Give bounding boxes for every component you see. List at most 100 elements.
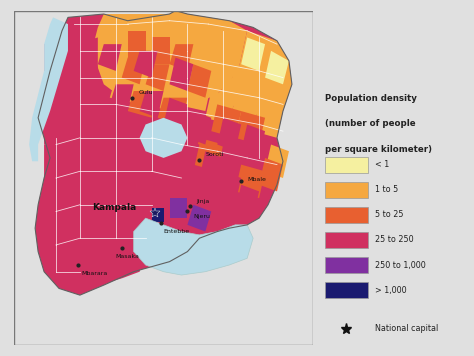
- Polygon shape: [175, 84, 211, 111]
- Text: > 1,000: > 1,000: [375, 286, 407, 295]
- Polygon shape: [92, 185, 122, 218]
- Polygon shape: [187, 205, 211, 231]
- Polygon shape: [116, 211, 146, 252]
- Polygon shape: [164, 98, 187, 131]
- Polygon shape: [175, 54, 205, 84]
- Polygon shape: [140, 178, 170, 211]
- Polygon shape: [29, 17, 68, 161]
- Polygon shape: [217, 171, 241, 205]
- Polygon shape: [235, 111, 265, 145]
- Text: Masaka: Masaka: [116, 254, 140, 259]
- Text: < 1: < 1: [375, 160, 390, 169]
- Bar: [325, 182, 368, 198]
- Bar: [325, 207, 368, 223]
- Polygon shape: [98, 245, 128, 285]
- Polygon shape: [44, 37, 80, 78]
- Bar: [325, 257, 368, 273]
- Polygon shape: [122, 252, 146, 278]
- Text: Mbale: Mbale: [247, 177, 266, 182]
- Text: Population density: Population density: [325, 94, 417, 103]
- Text: 5 to 25: 5 to 25: [375, 210, 404, 219]
- Polygon shape: [44, 71, 74, 111]
- Polygon shape: [50, 238, 80, 278]
- Polygon shape: [152, 208, 164, 221]
- Polygon shape: [146, 64, 170, 91]
- Polygon shape: [170, 185, 193, 218]
- Text: Entebbe: Entebbe: [164, 229, 190, 234]
- Polygon shape: [193, 138, 223, 171]
- Polygon shape: [175, 24, 205, 54]
- Polygon shape: [116, 178, 146, 211]
- Polygon shape: [110, 24, 140, 51]
- Polygon shape: [170, 198, 187, 218]
- Polygon shape: [170, 44, 193, 71]
- Polygon shape: [200, 27, 229, 58]
- Polygon shape: [74, 245, 104, 285]
- Polygon shape: [229, 98, 259, 131]
- Polygon shape: [170, 58, 193, 91]
- Text: 25 to 250: 25 to 250: [375, 235, 414, 245]
- Polygon shape: [229, 64, 259, 98]
- Polygon shape: [104, 51, 140, 78]
- Polygon shape: [68, 205, 104, 245]
- Text: per square kilometer): per square kilometer): [325, 145, 432, 153]
- Polygon shape: [265, 145, 289, 178]
- Polygon shape: [211, 104, 241, 138]
- Polygon shape: [44, 238, 68, 278]
- Text: Njeru: Njeru: [193, 214, 210, 219]
- Polygon shape: [140, 218, 164, 252]
- Polygon shape: [44, 104, 74, 145]
- Text: National capital: National capital: [375, 324, 438, 333]
- Polygon shape: [44, 171, 74, 211]
- Text: Mbarara: Mbarara: [82, 271, 108, 276]
- Polygon shape: [98, 151, 128, 185]
- Polygon shape: [140, 91, 164, 118]
- Bar: [325, 282, 368, 298]
- Text: Jinja: Jinja: [196, 199, 210, 204]
- Text: Soroti: Soroti: [205, 152, 224, 157]
- Polygon shape: [187, 64, 211, 98]
- Polygon shape: [146, 24, 175, 51]
- Polygon shape: [175, 138, 200, 171]
- Polygon shape: [217, 31, 292, 118]
- Polygon shape: [44, 138, 74, 178]
- Polygon shape: [110, 84, 134, 111]
- Polygon shape: [241, 125, 265, 158]
- Polygon shape: [74, 138, 104, 178]
- Polygon shape: [74, 71, 98, 104]
- Polygon shape: [205, 91, 235, 125]
- Polygon shape: [68, 238, 104, 278]
- Polygon shape: [98, 44, 122, 71]
- Polygon shape: [134, 51, 157, 78]
- Polygon shape: [44, 205, 74, 245]
- Polygon shape: [235, 185, 259, 218]
- Polygon shape: [98, 118, 128, 151]
- Polygon shape: [146, 125, 175, 158]
- Text: 250 to 1,000: 250 to 1,000: [375, 261, 426, 269]
- Polygon shape: [253, 104, 283, 138]
- Polygon shape: [68, 171, 104, 211]
- Polygon shape: [134, 218, 253, 275]
- Polygon shape: [128, 31, 146, 58]
- Polygon shape: [68, 98, 104, 145]
- Text: Gulu: Gulu: [138, 90, 153, 95]
- Text: 1 to 5: 1 to 5: [375, 185, 399, 194]
- Polygon shape: [265, 51, 289, 84]
- Bar: [325, 232, 368, 248]
- Bar: [325, 157, 368, 173]
- Polygon shape: [200, 151, 223, 185]
- Polygon shape: [146, 51, 175, 78]
- Polygon shape: [92, 11, 247, 111]
- Polygon shape: [128, 91, 157, 118]
- Polygon shape: [253, 71, 283, 104]
- Polygon shape: [157, 98, 187, 125]
- Polygon shape: [259, 158, 283, 192]
- Polygon shape: [140, 118, 187, 158]
- Polygon shape: [74, 37, 98, 71]
- Polygon shape: [217, 118, 241, 151]
- Polygon shape: [241, 37, 265, 71]
- Polygon shape: [122, 118, 152, 151]
- Text: (number of people: (number of people: [325, 120, 416, 129]
- Polygon shape: [122, 58, 146, 84]
- Polygon shape: [35, 11, 292, 295]
